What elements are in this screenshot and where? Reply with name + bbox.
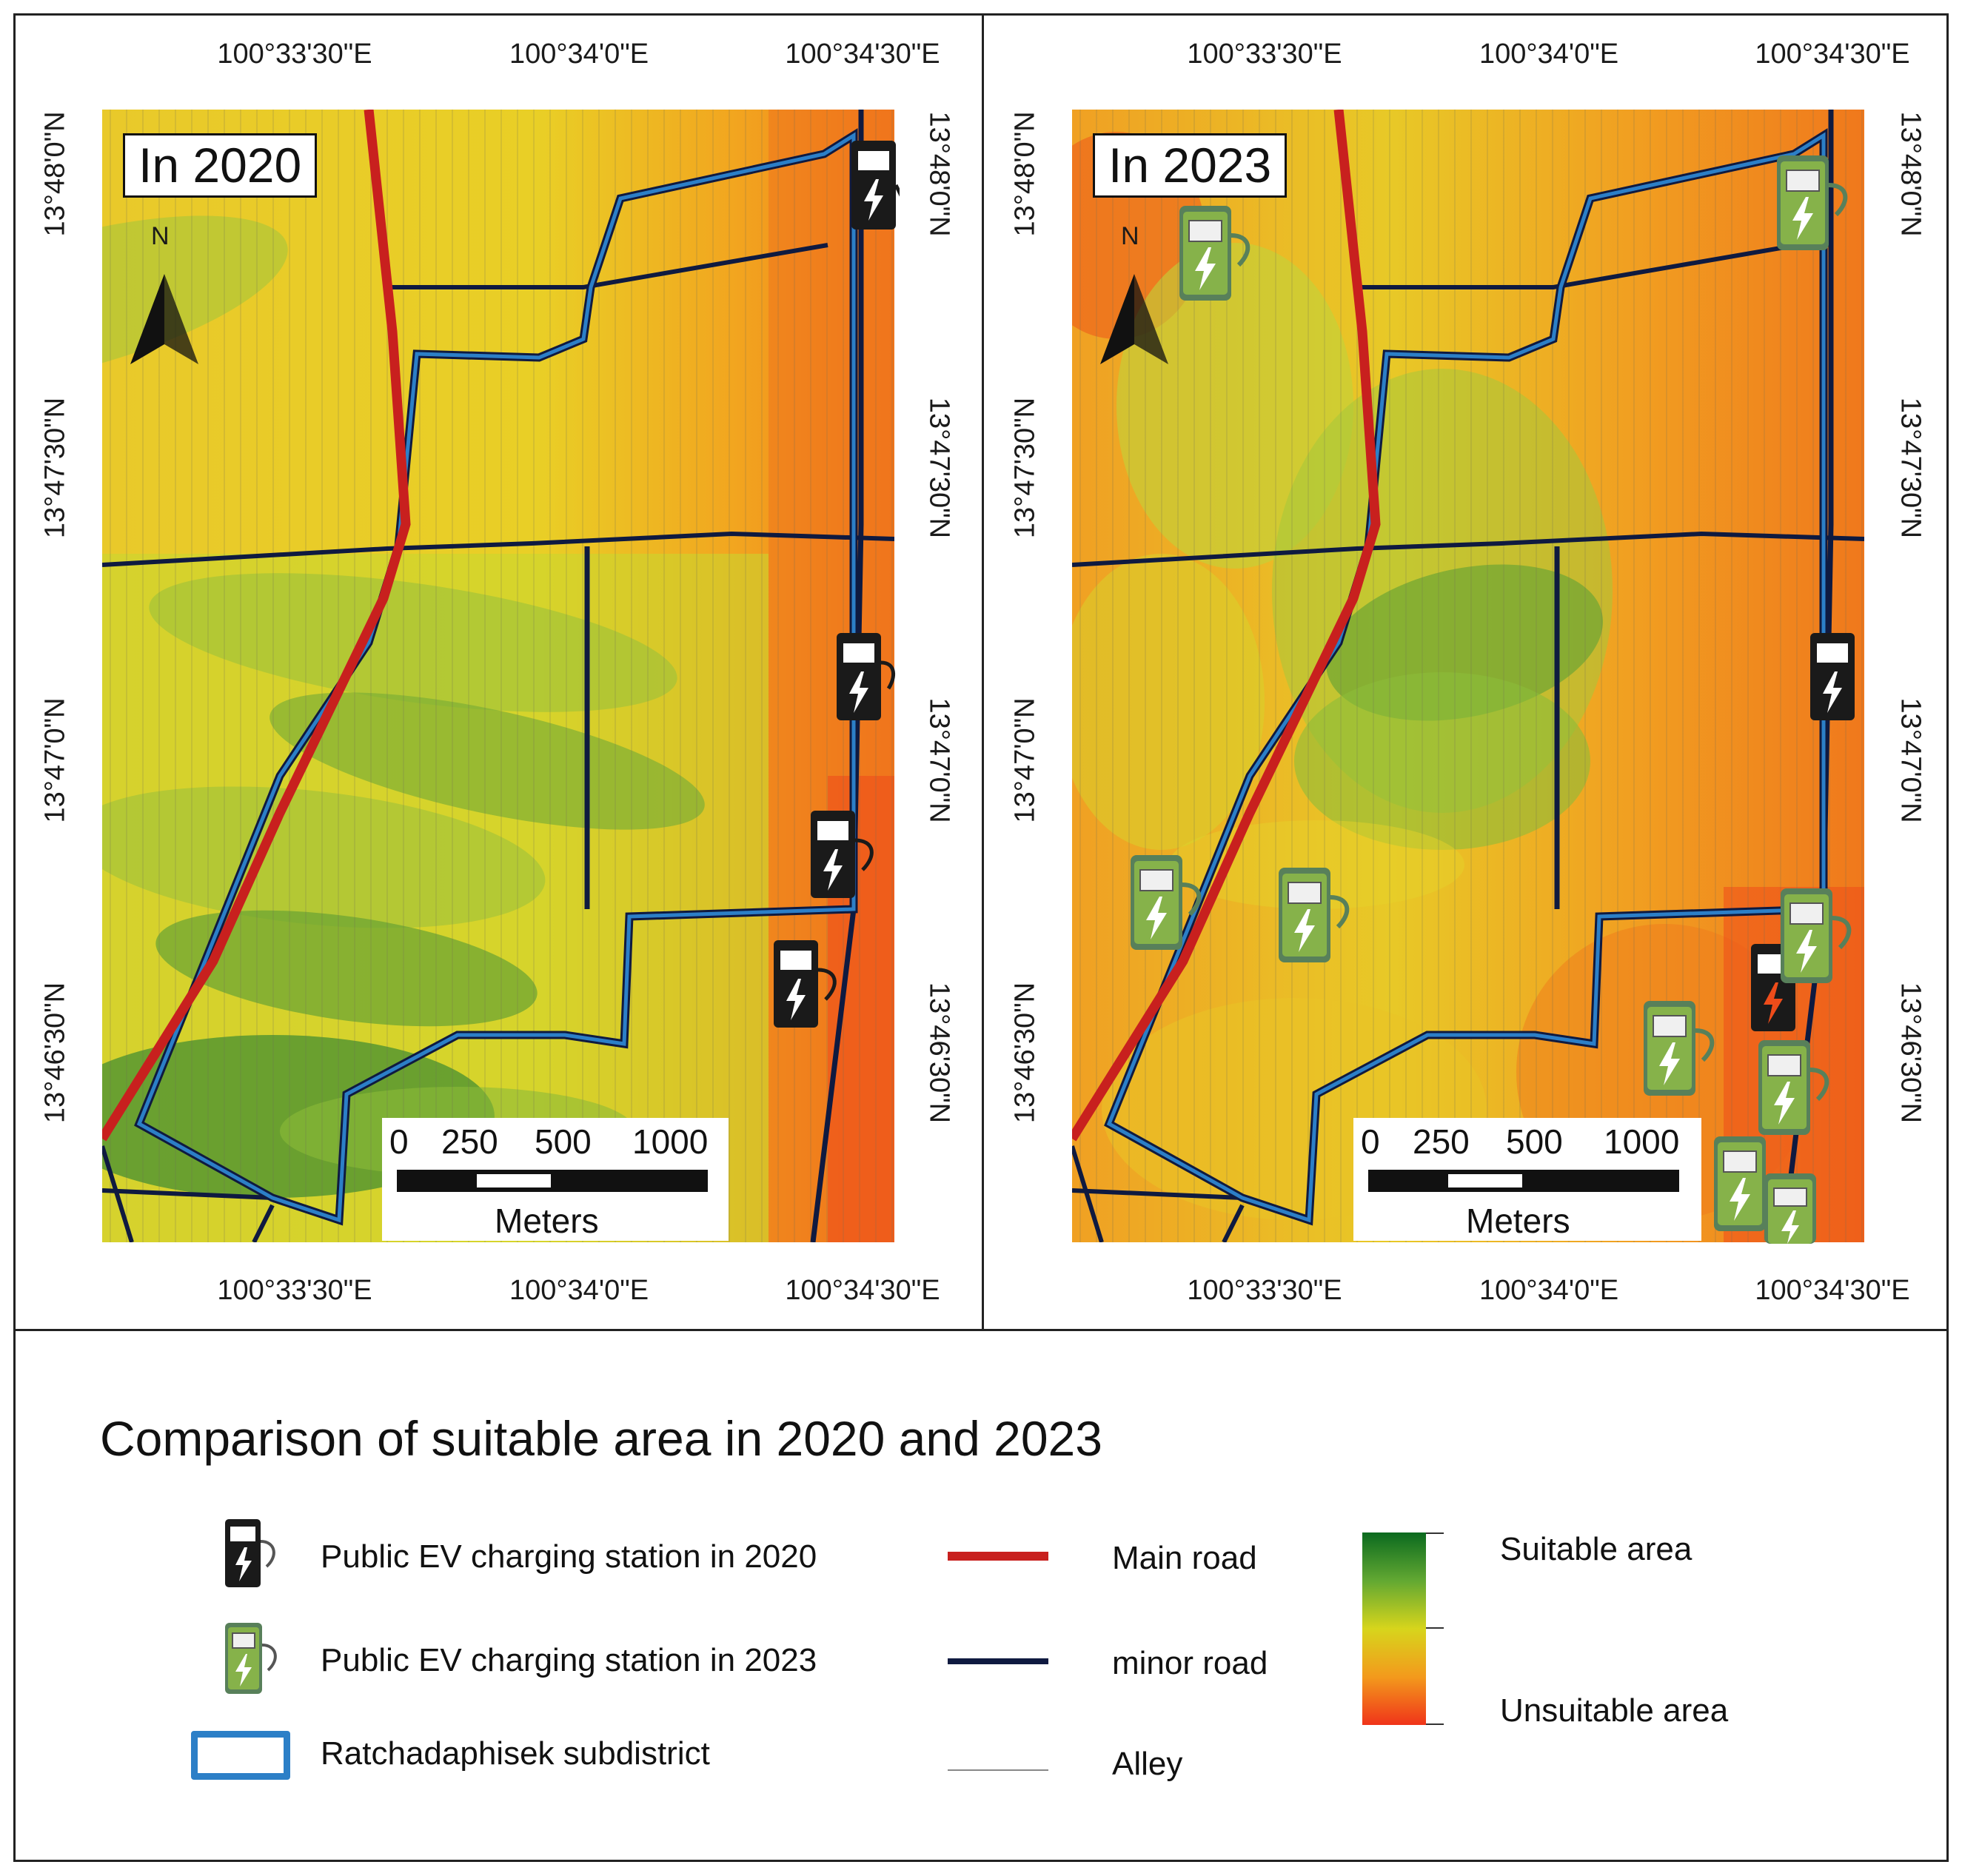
legend-station-2023-label: Public EV charging station in 2023: [321, 1642, 817, 1678]
left-tick-1: 13°48'0"N: [39, 111, 71, 237]
scale-label-0: 0: [1361, 1122, 1380, 1161]
legend-station-2020-icon: [225, 1519, 275, 1587]
scale-label-1000: 1000: [1604, 1122, 1680, 1161]
legend-alley-label: Alley: [1112, 1746, 1183, 1782]
station-2020-icon: [774, 940, 837, 1028]
legend-station-2023-icon: [225, 1623, 277, 1694]
scale-bar-graphic: [1368, 1170, 1679, 1192]
right-tick-3: 13°47'0"N: [923, 697, 955, 823]
north-arrow-icon: [130, 274, 198, 364]
panel-divider: [982, 13, 984, 1331]
station-2023-icon: [1644, 1001, 1715, 1096]
year-label-2023: In 2023: [1093, 133, 1288, 198]
top-tick-2: 100°34'0"E: [1479, 38, 1619, 70]
scale-label-500: 500: [535, 1122, 592, 1161]
legend-suitable-label: Suitable area: [1500, 1531, 1693, 1567]
legend-main-road-label: Main road: [1112, 1540, 1257, 1576]
legend-ramp-tick-bottom: [1426, 1723, 1444, 1725]
legend-unsuitable-label: Unsuitable area: [1500, 1692, 1729, 1729]
station-2023-icon: [1758, 1040, 1829, 1135]
station-2020-icon: [837, 633, 896, 720]
scale-unit: Meters: [1466, 1202, 1570, 1240]
right-tick-4: 13°46'30"N: [1895, 982, 1926, 1124]
station-2023-icon: [1764, 1173, 1816, 1244]
left-tick-3: 13°47'0"N: [39, 697, 71, 823]
bottom-tick-3: 100°34'30"E: [1755, 1275, 1910, 1306]
scale-bar-graphic: [397, 1170, 708, 1192]
legend-minor-road-label: minor road: [1112, 1645, 1268, 1681]
north-arrow-icon: [1100, 274, 1168, 364]
right-tick-2: 13°47'30"N: [1895, 397, 1926, 539]
legend-suitability-ramp: [1362, 1532, 1426, 1725]
right-tick-1: 13°48'0"N: [923, 111, 955, 237]
scale-label-0: 0: [389, 1122, 409, 1161]
map-2020: [102, 110, 894, 1242]
legend-subdistrict-swatch: [191, 1731, 290, 1780]
scale-label-500: 500: [1506, 1122, 1563, 1161]
top-tick-3: 100°34'30"E: [1755, 38, 1910, 70]
scale-label-1000: 1000: [632, 1122, 709, 1161]
left-tick-4: 13°46'30"N: [1009, 982, 1041, 1124]
top-tick-1: 100°33'30"E: [1187, 38, 1342, 70]
bottom-tick-1: 100°33'30"E: [1187, 1275, 1342, 1306]
station-2023-icon: [1714, 1136, 1766, 1231]
top-tick-1: 100°33'30"E: [217, 38, 372, 70]
station-2023-icon: [1279, 868, 1350, 962]
year-label-2020: In 2020: [123, 133, 318, 198]
north-label: N: [1121, 222, 1139, 250]
legend-ramp-tick-top: [1426, 1532, 1444, 1534]
scale-label-250: 250: [1413, 1122, 1470, 1161]
left-tick-2: 13°47'30"N: [39, 397, 71, 539]
bottom-tick-2: 100°34'0"E: [1479, 1275, 1619, 1306]
station-2023-icon: [1781, 888, 1852, 983]
top-tick-2: 100°34'0"E: [509, 38, 649, 70]
scale-unit: Meters: [495, 1202, 599, 1240]
left-tick-4: 13°46'30"N: [39, 982, 71, 1124]
legend-station-2020-label: Public EV charging station in 2020: [321, 1538, 817, 1575]
right-tick-3: 13°47'0"N: [1895, 697, 1926, 823]
bottom-tick-2: 100°34'0"E: [509, 1275, 649, 1306]
legend-alley-swatch: [948, 1769, 1048, 1771]
scale-label-250: 250: [441, 1122, 498, 1161]
right-tick-2: 13°47'30"N: [923, 397, 955, 539]
bottom-tick-1: 100°33'30"E: [217, 1275, 372, 1306]
legend-title: Comparison of suitable area in 2020 and …: [100, 1411, 1102, 1466]
station-2023-icon: [1131, 855, 1202, 950]
station-2020-icon: [811, 811, 874, 898]
right-tick-1: 13°48'0"N: [1895, 111, 1926, 237]
station-2023-icon: [1777, 155, 1848, 250]
station-2023-icon: [1179, 206, 1250, 301]
left-tick-1: 13°48'0"N: [1009, 111, 1041, 237]
right-tick-4: 13°46'30"N: [923, 982, 955, 1124]
legend-frame: [13, 1329, 1949, 1862]
north-label: N: [151, 222, 170, 250]
top-tick-3: 100°34'30"E: [785, 38, 940, 70]
station-2020-icon: [851, 141, 900, 230]
left-tick-2: 13°47'30"N: [1009, 397, 1041, 539]
legend-main-road-swatch: [948, 1552, 1048, 1561]
left-tick-3: 13°47'0"N: [1009, 697, 1041, 823]
legend-subdistrict-label: Ratchadaphisek subdistrict: [321, 1735, 710, 1772]
legend-minor-road-swatch: [948, 1658, 1048, 1664]
bottom-tick-3: 100°34'30"E: [785, 1275, 940, 1306]
legend-ramp-tick-mid: [1426, 1627, 1444, 1629]
station-2020-icon: [1810, 633, 1855, 720]
